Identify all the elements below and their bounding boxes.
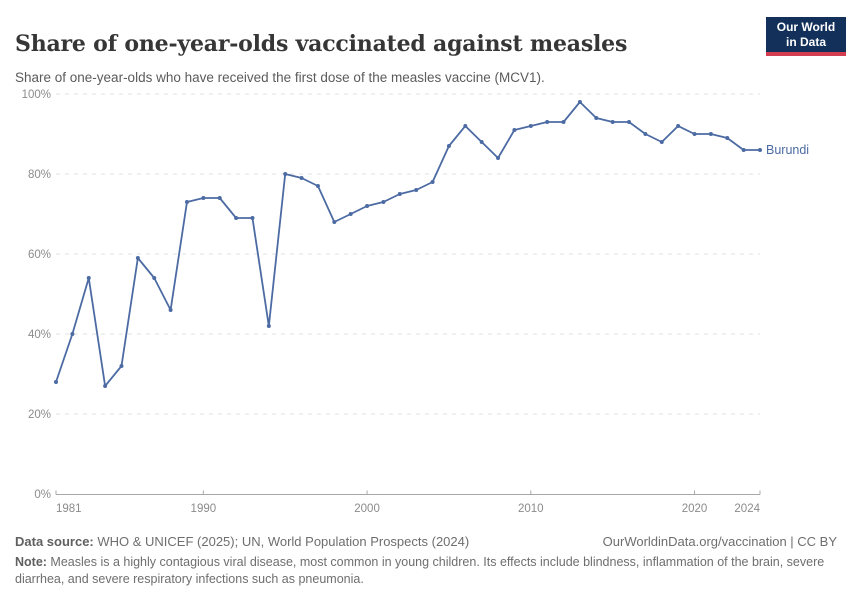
owid-logo-line2: in Data: [785, 34, 826, 49]
data-point-marker[interactable]: [512, 128, 517, 132]
data-point-marker[interactable]: [168, 308, 173, 312]
x-tick-label: 1981: [56, 503, 82, 515]
data-point-marker[interactable]: [103, 384, 108, 388]
data-point-marker[interactable]: [201, 196, 206, 200]
x-tick-label: 2000: [354, 503, 380, 515]
data-point-marker[interactable]: [315, 184, 320, 188]
data-point-marker[interactable]: [250, 216, 255, 220]
series-line[interactable]: [55, 101, 761, 387]
data-point-marker[interactable]: [234, 216, 239, 220]
footer-note-label: Note:: [15, 555, 47, 569]
owid-logo-line1: Our World: [776, 19, 836, 34]
data-point-marker[interactable]: [758, 148, 762, 152]
data-point-marker[interactable]: [659, 140, 664, 144]
data-point-marker[interactable]: [119, 364, 124, 368]
data-point-marker[interactable]: [365, 204, 370, 208]
data-point-marker[interactable]: [496, 156, 501, 160]
data-point-marker[interactable]: [414, 188, 419, 192]
data-point-marker[interactable]: [528, 124, 533, 128]
data-point-marker[interactable]: [463, 124, 468, 128]
data-point-marker[interactable]: [135, 256, 140, 260]
data-point-marker[interactable]: [217, 196, 222, 200]
data-point-marker[interactable]: [577, 100, 582, 104]
footer-note-text: Measles is a highly contagious viral dis…: [15, 555, 825, 586]
data-point-marker[interactable]: [708, 132, 713, 136]
data-point-marker[interactable]: [381, 200, 386, 204]
data-point-marker[interactable]: [479, 140, 484, 144]
data-point-marker[interactable]: [299, 176, 304, 180]
y-tick-label: 0%: [34, 489, 51, 501]
data-point-marker[interactable]: [610, 120, 615, 124]
series-end-label: Burundi: [766, 143, 809, 157]
x-tick-label: 2024: [734, 503, 760, 515]
owid-citation-link[interactable]: OurWorldinData.org/vaccination | CC BY: [602, 534, 837, 549]
x-tick-label: 1990: [191, 503, 217, 515]
data-point-marker[interactable]: [725, 136, 730, 140]
y-tick-label: 40%: [28, 329, 51, 341]
owid-logo[interactable]: Our World in Data: [766, 17, 846, 56]
y-tick-label: 100%: [22, 89, 51, 101]
page-title: Share of one-year-olds vaccinated agains…: [15, 30, 628, 57]
data-source-text: Data source: WHO & UNICEF (2025); UN, Wo…: [15, 534, 469, 549]
data-point-marker[interactable]: [332, 220, 337, 224]
data-point-marker[interactable]: [692, 132, 697, 136]
data-point-marker[interactable]: [54, 380, 58, 384]
data-source-label: Data source:: [15, 534, 94, 549]
data-point-marker[interactable]: [594, 116, 599, 120]
data-point-marker[interactable]: [561, 120, 566, 124]
data-point-marker[interactable]: [430, 180, 435, 184]
measles-chart[interactable]: 0% 20% 40% 60% 80% 100% 1981 1990 2000 2010 2020 20…: [0, 0, 850, 528]
x-tick-label: 2020: [682, 503, 708, 515]
data-point-marker[interactable]: [152, 276, 157, 280]
data-point-marker[interactable]: [266, 324, 271, 328]
footer-note: Note: Measles is a highly contagious vir…: [15, 554, 848, 587]
data-point-marker[interactable]: [348, 212, 353, 216]
data-point-marker[interactable]: [741, 148, 746, 152]
data-point-marker[interactable]: [86, 276, 91, 280]
y-tick-label: 20%: [28, 409, 51, 421]
y-tick-label: 80%: [28, 169, 51, 181]
y-tick-label: 60%: [28, 249, 51, 261]
data-point-marker[interactable]: [70, 332, 75, 336]
data-point-marker[interactable]: [643, 132, 648, 136]
data-point-marker[interactable]: [627, 120, 632, 124]
x-tick-label: 2010: [518, 503, 544, 515]
chart-subtitle: Share of one-year-olds who have received…: [15, 69, 545, 85]
data-point-marker[interactable]: [397, 192, 402, 196]
data-point-marker[interactable]: [676, 124, 681, 128]
data-point-marker[interactable]: [184, 200, 189, 204]
data-point-marker[interactable]: [545, 120, 550, 124]
data-point-marker[interactable]: [446, 144, 451, 148]
data-source-value: WHO & UNICEF (2025); UN, World Populatio…: [93, 534, 470, 549]
data-point-marker[interactable]: [283, 172, 288, 176]
footer-sources: Data source: WHO & UNICEF (2025); UN, Wo…: [15, 534, 837, 549]
